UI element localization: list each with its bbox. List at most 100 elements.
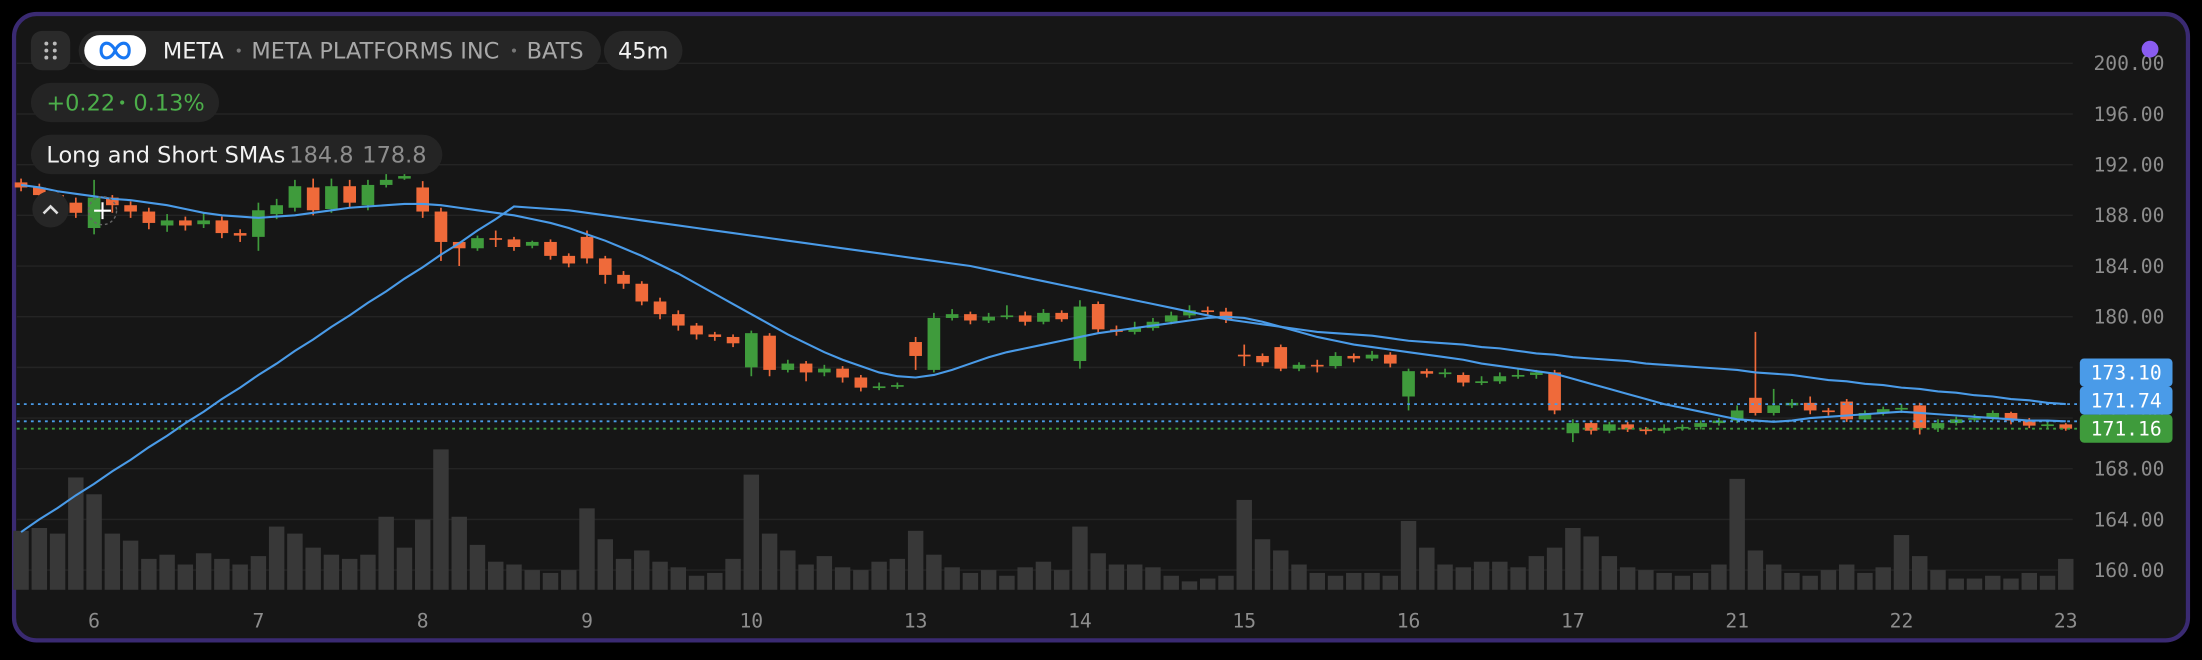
- candle-body: [398, 176, 411, 179]
- candle-body: [361, 184, 375, 206]
- candle-body: [1895, 407, 1908, 410]
- candle-body: [2059, 424, 2073, 429]
- volume-bar: [2058, 558, 2074, 590]
- volume-bar: [1583, 536, 1599, 590]
- volume-bar: [1218, 575, 1234, 590]
- candle-body: [653, 301, 667, 315]
- candle-body: [891, 385, 904, 387]
- x-tick-label: 16: [1397, 610, 1421, 633]
- candle-body: [1274, 347, 1288, 369]
- y-tick-label: 160.00: [2093, 559, 2164, 582]
- candle-body: [124, 205, 137, 212]
- interval[interactable]: 45m: [618, 38, 668, 64]
- header-overlay: META META PLATFORMS INC BATS 45m +0.22 0…: [30, 30, 2159, 228]
- indicator-value: 184.8: [289, 142, 353, 168]
- volume-bar: [1145, 567, 1161, 590]
- drag-handle[interactable]: [30, 30, 71, 71]
- candle-body: [87, 197, 101, 229]
- candle-body: [1676, 426, 1689, 429]
- volume-bar: [1200, 578, 1216, 590]
- candle-body: [1968, 418, 1981, 420]
- volume-bar: [670, 567, 687, 590]
- volume-bar: [2039, 575, 2056, 590]
- volume-bar: [1912, 556, 1928, 590]
- candle-body: [1091, 304, 1105, 330]
- candle-body: [452, 241, 466, 249]
- candle-body: [1785, 402, 1799, 406]
- candle-body: [927, 317, 941, 370]
- symbol-pill[interactable]: [78, 30, 602, 71]
- volume-bar: [1473, 561, 1490, 590]
- separator-dot: [120, 100, 125, 105]
- candle-body: [1803, 402, 1817, 411]
- candle-body: [1237, 354, 1251, 357]
- volume-bar: [1747, 550, 1764, 590]
- volume-bar: [1035, 561, 1052, 590]
- volume-bar: [1985, 575, 2001, 590]
- volume-bar: [725, 558, 741, 590]
- x-tick-label: 23: [2054, 610, 2078, 633]
- volume-bar: [2003, 578, 2019, 590]
- volume-bar: [1546, 547, 1563, 590]
- volume-bar: [1309, 572, 1325, 590]
- candle-body: [379, 179, 393, 185]
- volume-bar: [1510, 567, 1526, 590]
- volume-bar: [104, 533, 121, 590]
- volume-bar: [907, 530, 924, 590]
- volume-bar: [1108, 564, 1125, 590]
- candle-body: [1511, 374, 1525, 377]
- volume-bar: [396, 547, 413, 590]
- volume-bar: [1327, 575, 1344, 590]
- candle-body: [1548, 372, 1561, 411]
- volume-bar: [1346, 572, 1362, 590]
- candle-body: [270, 205, 283, 215]
- volume-bar: [1400, 520, 1417, 590]
- candle-body: [343, 186, 356, 203]
- price-tag-label: 171.74: [2091, 390, 2162, 413]
- exchange: BATS: [527, 38, 584, 64]
- volume-bar: [707, 572, 723, 590]
- status-dot: [2141, 40, 2159, 58]
- candle-body: [69, 202, 83, 213]
- volume-bar: [1254, 539, 1271, 590]
- candle-body: [1986, 412, 2000, 419]
- crosshair: [94, 202, 111, 220]
- volume-bar: [1072, 526, 1088, 590]
- volume-bar: [1966, 578, 1983, 590]
- volume-bar: [1291, 564, 1307, 590]
- candle-body: [635, 283, 649, 302]
- candle-body: [726, 336, 740, 344]
- collapse-icon: [42, 204, 59, 215]
- candle-body: [854, 377, 868, 388]
- indicator-pill[interactable]: [30, 134, 443, 175]
- volume-bar: [889, 558, 906, 590]
- volume-bar: [688, 575, 705, 590]
- candle-body: [1329, 355, 1342, 367]
- interval-pill[interactable]: [603, 30, 683, 71]
- candle-body: [1128, 328, 1142, 332]
- candle-body: [1037, 312, 1050, 322]
- candle-body: [690, 325, 703, 335]
- volume-bar: [1838, 564, 1855, 590]
- volume-bar: [1656, 572, 1672, 590]
- x-tick-label: 21: [1725, 610, 1749, 633]
- volume-bar: [159, 554, 175, 590]
- volume-bar: [378, 516, 394, 590]
- candle-body: [1657, 428, 1671, 431]
- volume-bar: [743, 474, 760, 590]
- volume-bar: [999, 575, 1015, 590]
- candle-body: [1858, 412, 1872, 420]
- volume-bar: [323, 554, 340, 590]
- volume-bar: [1875, 567, 1891, 590]
- price-change: +0.22: [46, 90, 115, 116]
- volume-bar: [341, 558, 358, 590]
- crosshair-ring: [87, 195, 118, 226]
- candle-body: [489, 238, 503, 240]
- collapse-button[interactable]: [32, 190, 69, 228]
- x-tick-label: 15: [1232, 610, 1256, 633]
- volume-bar: [761, 533, 778, 590]
- volume-bar: [1126, 564, 1143, 590]
- candle-body: [544, 241, 557, 256]
